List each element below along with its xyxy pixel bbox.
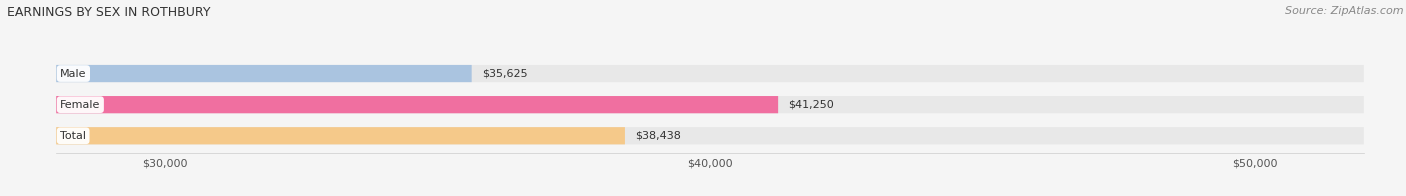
Text: Source: ZipAtlas.com: Source: ZipAtlas.com: [1285, 6, 1403, 16]
Text: $41,250: $41,250: [789, 100, 834, 110]
FancyBboxPatch shape: [56, 127, 1364, 144]
FancyBboxPatch shape: [56, 127, 624, 144]
FancyBboxPatch shape: [56, 96, 1364, 113]
Text: $35,625: $35,625: [482, 69, 527, 79]
FancyBboxPatch shape: [56, 65, 471, 82]
Text: $38,438: $38,438: [636, 131, 682, 141]
Text: Male: Male: [60, 69, 87, 79]
Text: Female: Female: [60, 100, 101, 110]
FancyBboxPatch shape: [56, 96, 778, 113]
Text: EARNINGS BY SEX IN ROTHBURY: EARNINGS BY SEX IN ROTHBURY: [7, 6, 211, 19]
FancyBboxPatch shape: [56, 65, 1364, 82]
Text: Total: Total: [60, 131, 86, 141]
